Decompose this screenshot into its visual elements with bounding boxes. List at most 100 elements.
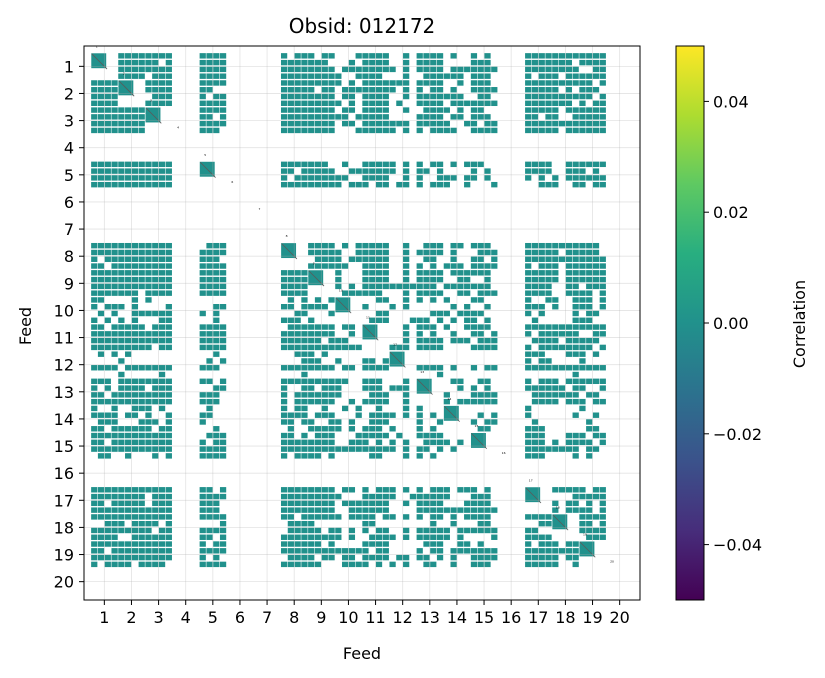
heatmap-cell [572, 439, 579, 446]
heatmap-cell [219, 548, 227, 554]
heatmap-cell [457, 242, 464, 249]
heatmap-cell [165, 59, 172, 66]
heatmap-cell [97, 100, 105, 107]
heatmap-cell [152, 249, 159, 256]
heatmap-cell [491, 249, 498, 256]
heatmap-cell [308, 527, 315, 534]
heatmap-cell [145, 168, 152, 174]
heatmap-cell [423, 527, 430, 534]
heatmap-cell [165, 534, 172, 540]
heatmap-cell [579, 439, 586, 446]
heatmap-cell [97, 107, 105, 113]
heatmap-cell [145, 432, 152, 439]
heatmap-cell [436, 181, 444, 188]
heatmap-cell [294, 365, 301, 371]
heatmap-cell [152, 181, 159, 188]
heatmap-cell [525, 439, 532, 446]
heatmap-cell [565, 107, 572, 113]
heatmap-cell [579, 181, 586, 188]
heatmap-cell [558, 120, 566, 127]
heatmap-cell [389, 514, 396, 520]
heatmap-cell [111, 175, 118, 181]
heatmap-cell [599, 53, 606, 59]
heatmap-cell [423, 365, 430, 371]
heatmap-cell [158, 263, 166, 269]
heatmap-cell [450, 331, 457, 337]
heatmap-cell [199, 419, 206, 425]
diagonal-mark [444, 406, 460, 422]
heatmap-cell [416, 161, 423, 168]
heatmap-cell [97, 378, 105, 385]
heatmap-cell [314, 120, 322, 127]
heatmap-cell [382, 168, 389, 174]
heatmap-cell [294, 331, 301, 337]
heatmap-cell [314, 541, 322, 547]
heatmap-cell [158, 80, 166, 86]
heatmap-cell [375, 256, 383, 262]
heatmap-cell [484, 527, 491, 534]
heatmap-cell [450, 514, 457, 520]
heatmap-cell [586, 242, 593, 249]
heatmap-cell [362, 426, 369, 432]
heatmap-cell [301, 439, 308, 446]
heatmap-cell [586, 324, 593, 330]
heatmap-cell [450, 127, 457, 134]
heatmap-cell [111, 419, 118, 425]
heatmap-cell [477, 398, 484, 405]
heatmap-cell [538, 107, 545, 113]
heatmap-cell [131, 283, 139, 290]
heatmap-cell [586, 87, 593, 93]
heatmap-cell [423, 554, 430, 561]
heatmap-cell [403, 107, 410, 113]
y-tick-label: 5 [64, 166, 74, 185]
heatmap-cell [335, 100, 342, 107]
heatmap-cell [484, 548, 491, 554]
heatmap-cell [199, 73, 206, 79]
heatmap-cell [280, 385, 288, 391]
heatmap-cell [104, 290, 111, 296]
heatmap-cell [91, 385, 98, 391]
heatmap-cell [314, 487, 322, 493]
heatmap-cell [403, 242, 410, 249]
heatmap-cell [565, 53, 572, 59]
heatmap-cell [538, 249, 545, 256]
heatmap-cell [389, 87, 396, 93]
heatmap-cell [477, 507, 484, 513]
heatmap-cell [314, 358, 322, 364]
heatmap-cell [213, 100, 220, 107]
heatmap-cell [314, 548, 322, 554]
heatmap-cell [416, 419, 423, 425]
heatmap-cell [321, 405, 328, 412]
heatmap-cell [118, 242, 125, 249]
heatmap-cell [145, 392, 152, 398]
heatmap-cell [599, 520, 606, 527]
heatmap-cell [213, 351, 220, 357]
heatmap-cell [565, 270, 572, 276]
heatmap-cell [287, 419, 294, 425]
heatmap-cell [321, 507, 328, 513]
heatmap-cell [97, 87, 105, 93]
heatmap-cell [348, 500, 356, 507]
heatmap-cell [335, 514, 342, 520]
heatmap-cell [213, 270, 220, 276]
diagonal-feed-label: 15 [475, 424, 479, 428]
heatmap-cell [308, 426, 315, 432]
heatmap-cell [484, 93, 491, 100]
heatmap-cell [145, 310, 152, 317]
heatmap-cell [321, 304, 328, 310]
heatmap-cell [450, 520, 457, 527]
heatmap-cell [382, 419, 389, 425]
heatmap-cell [321, 93, 328, 100]
heatmap-cell [470, 398, 478, 405]
heatmap-cell [403, 249, 410, 256]
heatmap-cell [91, 446, 98, 452]
heatmap-cell [525, 554, 532, 561]
x-tick-label: 9 [316, 608, 326, 627]
heatmap-cell [403, 276, 410, 283]
heatmap-cell [219, 439, 227, 446]
heatmap-cell [280, 331, 288, 337]
heatmap-cell [131, 168, 139, 174]
heatmap-cell [565, 548, 572, 554]
heatmap-cell [138, 263, 145, 269]
heatmap-cell [118, 290, 125, 296]
